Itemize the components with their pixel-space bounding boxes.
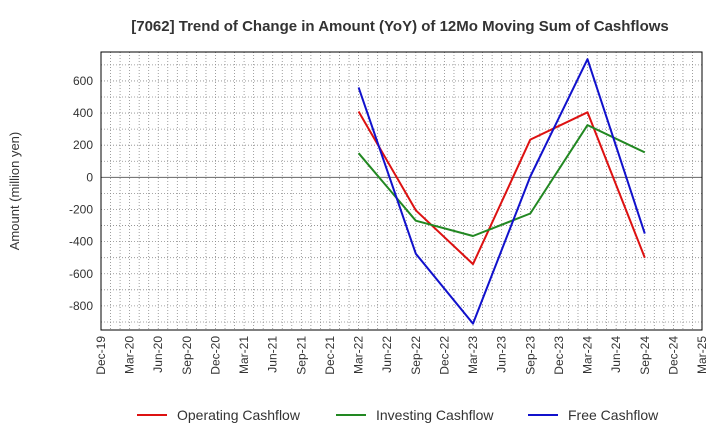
y-tick-label: 0 <box>86 170 93 184</box>
x-tick-label: Sep-24 <box>638 336 652 375</box>
x-tick-label: Mar-22 <box>352 336 366 374</box>
series-line-operating-cashflow <box>357 110 646 266</box>
x-tick-label: Jun-22 <box>380 336 394 373</box>
x-tick-label: Dec-22 <box>437 336 451 375</box>
y-tick-label: -200 <box>69 202 93 216</box>
x-tick-label: Dec-20 <box>208 336 222 375</box>
x-tick-label: Jun-24 <box>609 336 623 373</box>
legend-label: Operating Cashflow <box>177 407 301 423</box>
y-tick-label: 200 <box>73 138 93 152</box>
plot-frame <box>100 51 703 331</box>
y-tick-label: 600 <box>73 74 93 88</box>
x-tick-label: Dec-23 <box>552 336 566 375</box>
x-tick-label: Mar-20 <box>123 336 137 374</box>
y-tick-label: -400 <box>69 235 93 249</box>
series-line-free-cashflow <box>357 58 646 325</box>
x-tick-label: Sep-21 <box>294 336 308 375</box>
x-tick-label: Jun-21 <box>266 336 280 373</box>
x-tick-label: Mar-23 <box>466 336 480 374</box>
x-tick-label: Mar-21 <box>237 336 251 374</box>
legend: Operating Cashflow Investing Cashflow Free… <box>137 407 659 423</box>
legend-label: Investing Cashflow <box>376 407 494 423</box>
y-axis-label: Amount (million yen) <box>7 132 22 251</box>
x-tick-label: Jun-23 <box>495 336 509 373</box>
series <box>357 58 646 325</box>
x-tick-label: Sep-23 <box>523 336 537 375</box>
y-tick-label: -800 <box>69 299 93 313</box>
x-tick-label: Jun-20 <box>151 336 165 373</box>
series-line-investing-cashflow <box>357 124 646 237</box>
x-tick-label: Mar-24 <box>581 336 595 374</box>
y-tick-labels: 600 400 200 0 -200 -400 -600 -800 <box>69 74 93 313</box>
chart-title: [7062] Trend of Change in Amount (YoY) o… <box>131 18 669 35</box>
x-tick-labels: Dec-19 Mar-20 Jun-20 Sep-20 Dec-20 Mar-21 Jun-… <box>94 336 709 375</box>
x-tick-label: Mar-25 <box>695 336 709 374</box>
x-tick-label: Sep-20 <box>180 336 194 375</box>
x-tick-label: Dec-21 <box>323 336 337 375</box>
y-tick-label: -600 <box>69 267 93 281</box>
x-tick-label: Dec-19 <box>94 336 108 375</box>
y-tick-label: 400 <box>73 106 93 120</box>
x-tick-label: Dec-24 <box>666 336 680 375</box>
legend-label: Free Cashflow <box>568 407 659 423</box>
grid <box>101 52 702 330</box>
x-tick-label: Sep-22 <box>409 336 423 375</box>
